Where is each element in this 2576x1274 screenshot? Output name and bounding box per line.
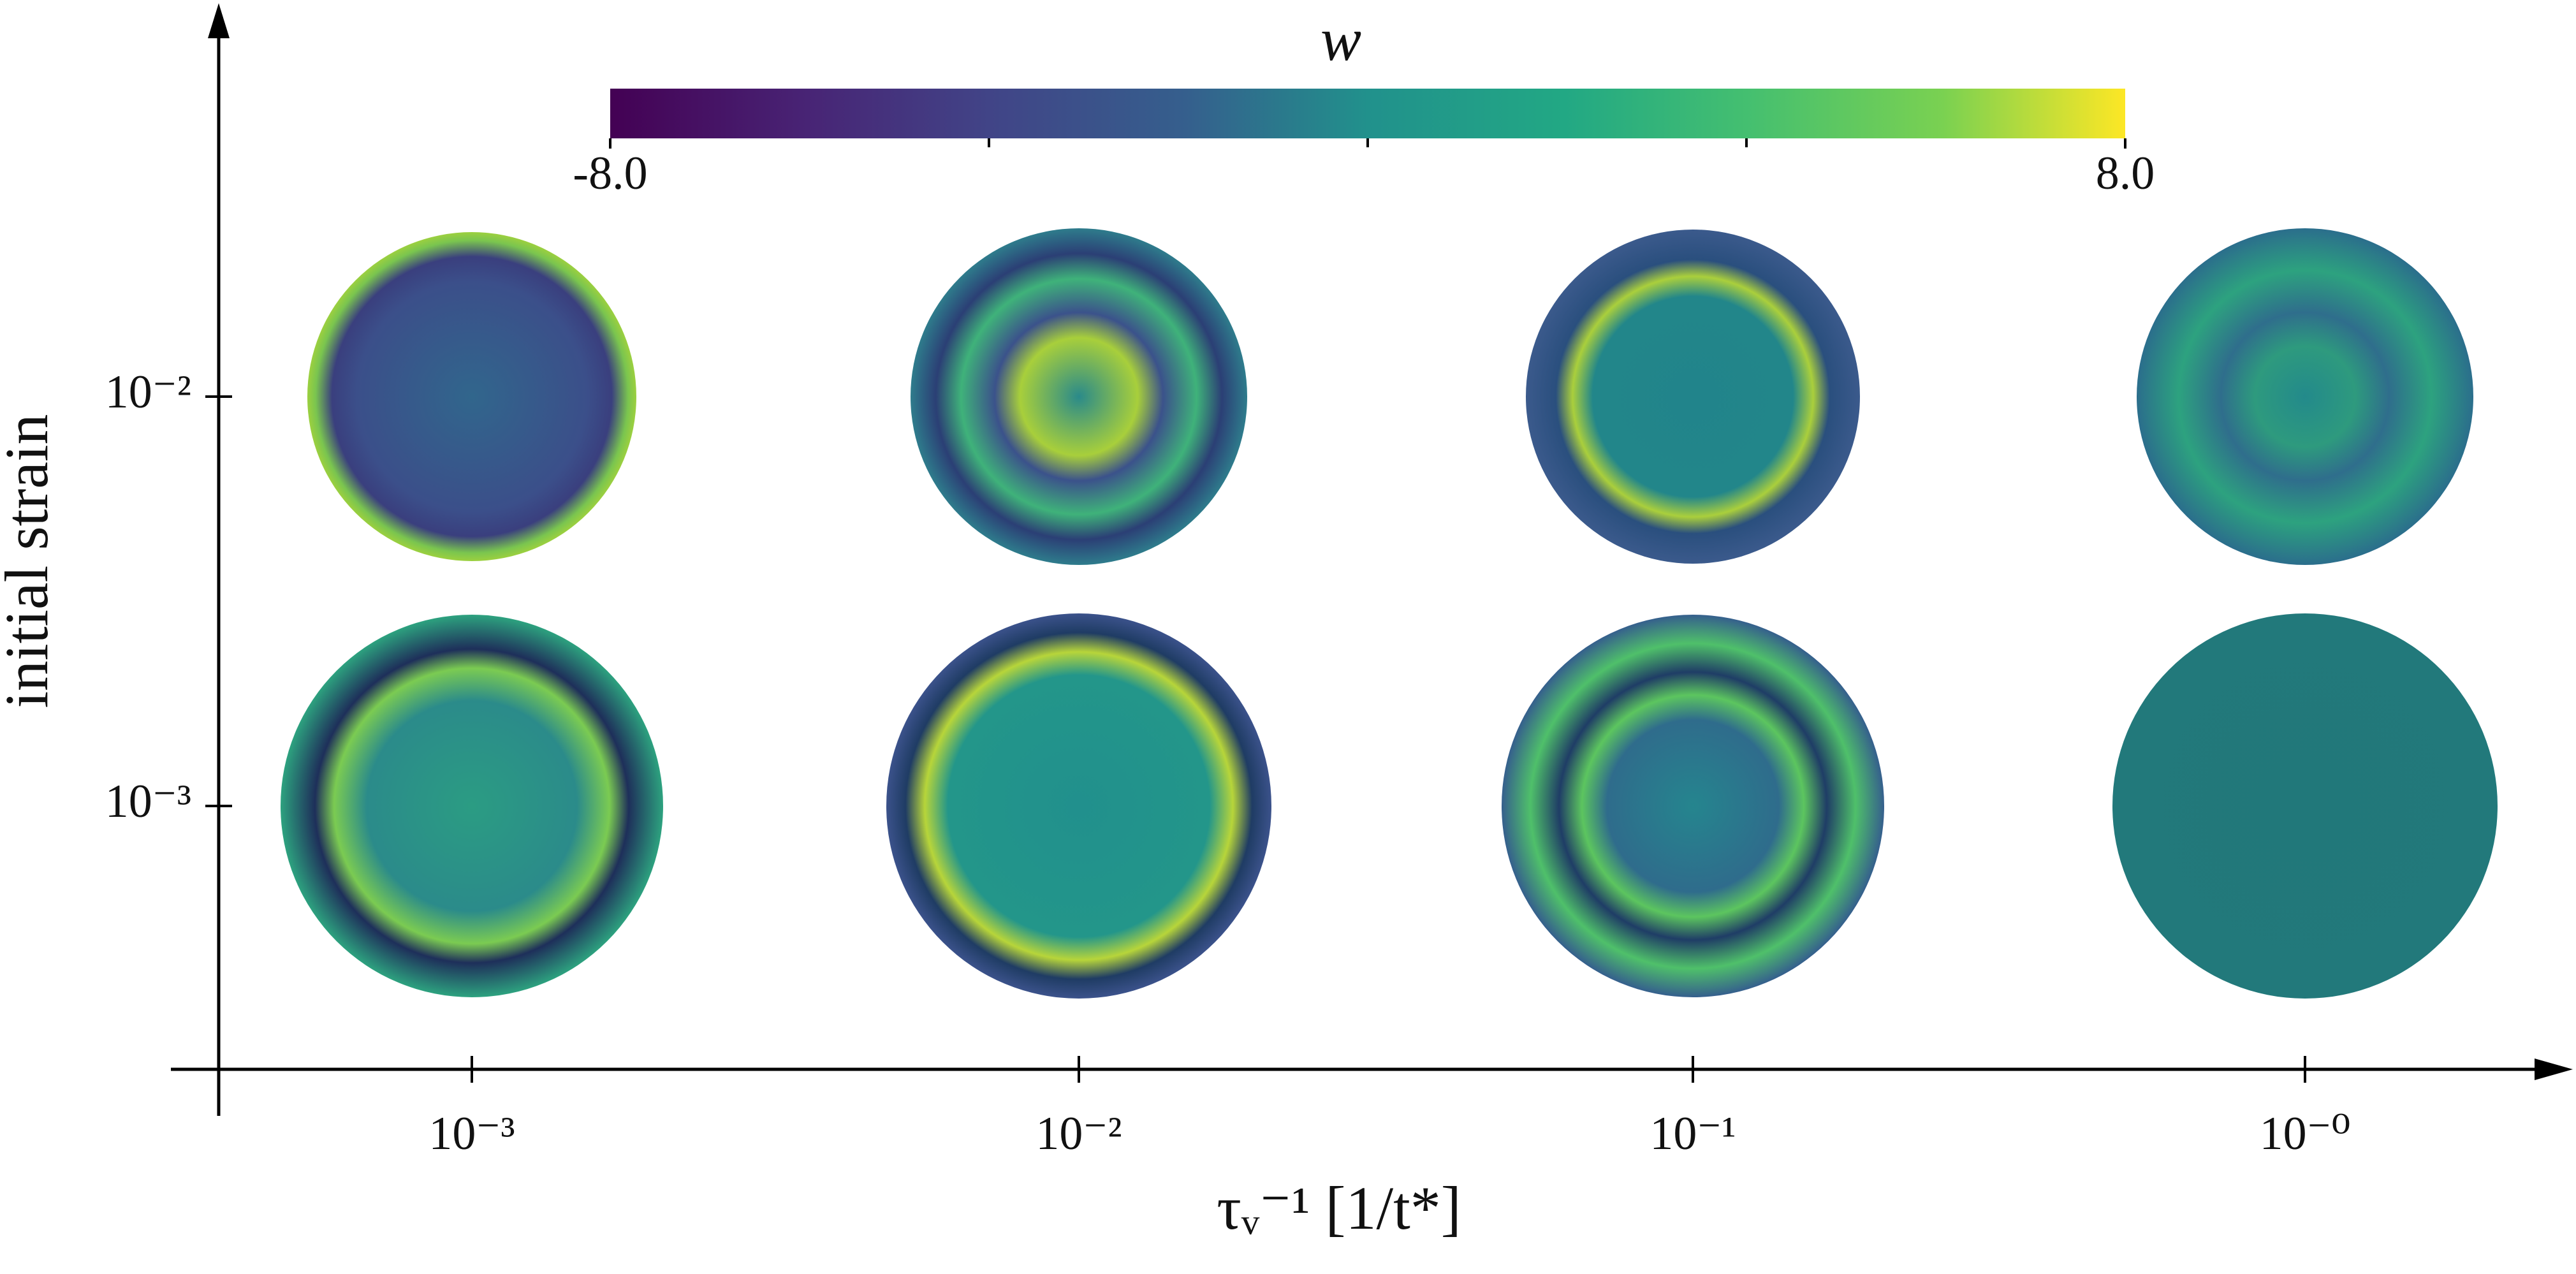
snapshot <box>281 615 663 997</box>
snapshot <box>886 613 1271 999</box>
snapshot <box>1526 230 1860 564</box>
y-axis-label: initial strain <box>0 414 61 708</box>
x-tick-label: 10⁻³ <box>428 1108 515 1160</box>
colorbar-label: w <box>1321 5 1361 73</box>
y-tick-label: 10⁻³ <box>105 775 191 828</box>
snapshot <box>2137 228 2473 565</box>
snapshot <box>1502 615 1884 997</box>
y-arrow <box>208 3 230 38</box>
y-tick-label: 10⁻² <box>105 366 191 418</box>
colorbar-tick-label: -8.0 <box>573 147 647 200</box>
x-arrow <box>2535 1058 2573 1080</box>
colorbar <box>610 89 2125 138</box>
snapshot <box>911 228 1247 565</box>
snapshot <box>2112 613 2498 999</box>
x-tick-label: 10⁻² <box>1036 1108 1122 1160</box>
colorbar-tick-label: 8.0 <box>2096 147 2155 200</box>
x-tick-label: 10⁻⁰ <box>2260 1108 2351 1160</box>
snapshot <box>307 232 636 561</box>
x-tick-label: 10⁻¹ <box>1650 1108 1736 1160</box>
x-axis-label: τᵥ⁻¹ [1/t*] <box>1217 1174 1461 1242</box>
